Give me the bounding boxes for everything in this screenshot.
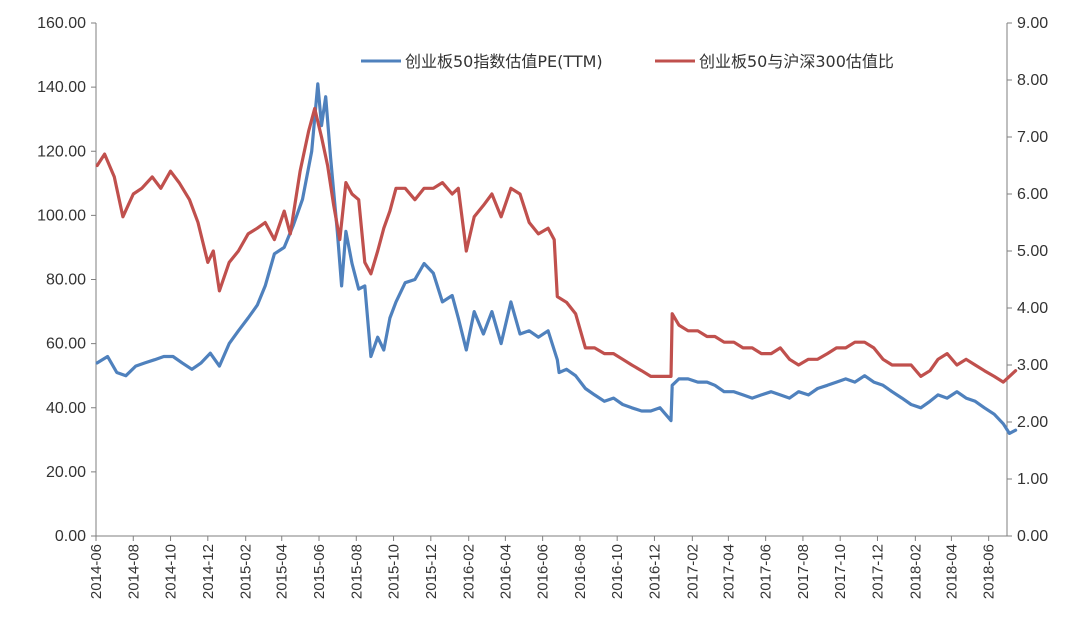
y-right-tick-label: 4.00 — [1017, 300, 1048, 317]
y-right-tick-label: 0.00 — [1017, 528, 1048, 545]
x-tick-label: 2014-06 — [88, 544, 105, 599]
x-tick-label: 2018-04 — [943, 544, 960, 599]
x-tick-label: 2015-06 — [311, 544, 328, 599]
x-tick-label: 2016-02 — [461, 544, 478, 599]
x-tick-label: 2017-08 — [795, 544, 812, 599]
x-tick-label: 2017-06 — [758, 544, 775, 599]
y-left-tick-label: 100.00 — [37, 207, 86, 224]
y-right-tick-label: 3.00 — [1017, 357, 1048, 374]
x-tick-label: 2018-06 — [981, 544, 998, 599]
x-tick-label: 2015-12 — [423, 544, 440, 599]
y-left-tick-label: 20.00 — [46, 464, 86, 481]
x-tick-label: 2018-02 — [907, 544, 924, 599]
x-tick-label: 2016-10 — [609, 544, 626, 599]
x-tick-label: 2015-02 — [238, 544, 255, 599]
y-left-tick-label: 0.00 — [55, 528, 86, 545]
axes: 0.00 20.00 40.00 60.00 80.00 100.00 120.00 140.… — [37, 15, 1048, 599]
x-tick-label: 2016-04 — [497, 544, 514, 599]
y-right-tick-label: 1.00 — [1017, 471, 1048, 488]
y-right-tick-label: 6.00 — [1017, 186, 1048, 203]
legend-label-ratio: 创业板50与沪深300估值比 — [699, 52, 894, 71]
y-right-tick-label: 7.00 — [1017, 129, 1048, 146]
y-left-tick-label: 160.00 — [37, 15, 86, 32]
x-tick-label: 2017-04 — [720, 544, 737, 599]
x-tick-label: 2015-04 — [274, 544, 291, 599]
plot-area — [95, 82, 1018, 435]
y-left-tick-label: 140.00 — [37, 79, 86, 96]
y-left-tick-label: 60.00 — [46, 336, 86, 353]
x-tick-label: 2014-08 — [125, 544, 142, 599]
y-left-tick-label: 40.00 — [46, 400, 86, 417]
legend: 创业板50指数估值PE(TTM) 创业板50与沪深300估值比 — [361, 52, 894, 71]
x-tick-label: 2016-12 — [646, 544, 663, 599]
legend-label-pe: 创业板50指数估值PE(TTM) — [405, 52, 603, 71]
y-left-tick-label: 80.00 — [46, 272, 86, 289]
x-tick-label: 2014-10 — [163, 544, 180, 599]
y-right-tick-label: 2.00 — [1017, 414, 1048, 431]
x-tick-label: 2016-08 — [572, 544, 589, 599]
x-tick-label: 2017-10 — [832, 544, 849, 599]
x-tick-label: 2017-12 — [869, 544, 886, 599]
x-tick-label: 2014-12 — [200, 544, 217, 599]
x-tick-label: 2017-02 — [684, 544, 701, 599]
y-right-tick-label: 8.00 — [1017, 72, 1048, 89]
x-tick-label: 2016-06 — [535, 544, 552, 599]
y-left-tick-label: 120.00 — [37, 143, 86, 160]
x-tick-label: 2015-08 — [348, 544, 365, 599]
x-tick-label: 2015-10 — [386, 544, 403, 599]
y-right-tick-label: 9.00 — [1017, 15, 1048, 32]
y-right-tick-label: 5.00 — [1017, 243, 1048, 260]
